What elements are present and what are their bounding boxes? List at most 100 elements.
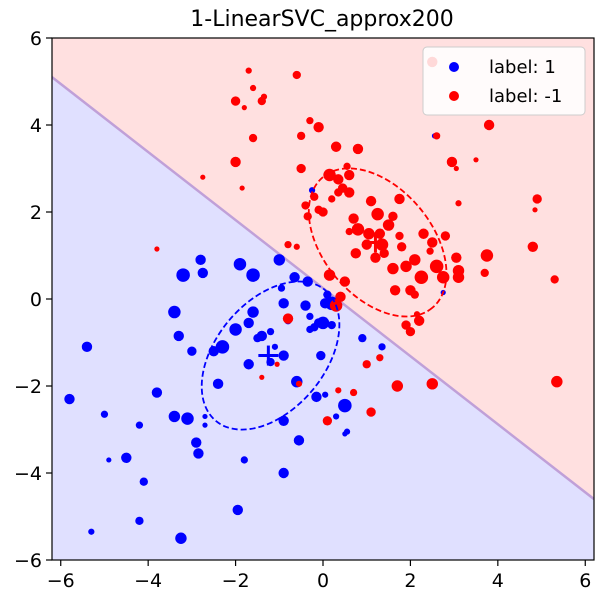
y-tick-label: 2 — [30, 202, 42, 224]
data-point — [273, 254, 286, 266]
data-point — [433, 132, 441, 140]
data-point — [212, 378, 224, 390]
data-point — [278, 415, 289, 426]
data-point — [202, 422, 208, 428]
data-point — [330, 141, 342, 152]
data-point — [121, 452, 132, 463]
data-point — [277, 284, 286, 292]
data-point — [306, 325, 314, 334]
data-point — [300, 300, 311, 311]
data-point — [240, 456, 248, 464]
data-point — [303, 212, 312, 221]
data-point — [376, 354, 384, 362]
data-point — [358, 333, 367, 343]
data-point — [436, 271, 450, 284]
data-point — [278, 298, 289, 309]
x-tick-label: 0 — [317, 570, 329, 592]
data-point — [284, 240, 292, 249]
legend-label: label: 1 — [489, 57, 556, 78]
data-point — [427, 237, 438, 248]
data-point — [266, 327, 275, 336]
data-point — [451, 252, 462, 263]
data-point — [348, 213, 359, 224]
data-point — [168, 305, 181, 319]
data-point — [233, 257, 247, 271]
data-point — [248, 133, 258, 143]
data-point — [296, 131, 306, 141]
data-point — [389, 285, 401, 296]
data-point — [241, 105, 247, 111]
plot-area — [52, 38, 594, 560]
data-point — [446, 156, 458, 168]
data-point — [197, 267, 208, 279]
data-point — [135, 421, 144, 429]
data-point — [410, 290, 419, 299]
data-point — [215, 340, 230, 354]
legend-box — [422, 46, 586, 116]
data-point — [396, 242, 407, 252]
data-point — [306, 117, 314, 125]
data-point — [414, 270, 429, 285]
data-point — [316, 316, 330, 330]
data-point — [344, 187, 355, 198]
data-point — [323, 290, 332, 299]
chart-title: 1-LinearSVC_approx200 — [190, 7, 453, 32]
data-point — [81, 341, 93, 353]
data-point — [483, 119, 495, 131]
data-point — [418, 228, 429, 239]
x-tick-label: 4 — [492, 570, 504, 592]
data-point — [339, 276, 351, 287]
x-tick-label: 6 — [579, 570, 591, 592]
data-point — [193, 448, 204, 459]
data-point — [257, 96, 266, 106]
data-point — [473, 157, 479, 163]
data-point — [168, 410, 181, 423]
data-point — [243, 317, 254, 329]
data-point — [480, 268, 489, 278]
data-point — [395, 231, 404, 241]
data-point — [322, 391, 329, 398]
data-point — [306, 312, 314, 321]
data-point — [295, 380, 303, 387]
data-point — [246, 268, 260, 282]
data-point — [322, 416, 333, 426]
data-point — [532, 207, 538, 213]
y-tick-label: −4 — [14, 463, 42, 485]
data-point — [278, 467, 289, 479]
data-point — [245, 67, 252, 74]
data-point — [527, 241, 539, 252]
data-point — [247, 306, 259, 318]
data-point — [409, 254, 421, 266]
legend-label: label: -1 — [489, 86, 562, 107]
data-point — [378, 343, 386, 351]
data-point — [282, 313, 294, 324]
data-point — [318, 207, 328, 217]
data-point — [352, 143, 364, 155]
data-point — [292, 70, 301, 80]
covariance-ellipse — [200, 280, 341, 431]
data-point — [230, 156, 241, 168]
data-point — [338, 398, 352, 413]
data-point — [366, 407, 376, 417]
data-point — [323, 168, 336, 182]
data-point — [239, 185, 245, 191]
y-tick-label: 0 — [30, 289, 42, 311]
x-tick-label: −2 — [222, 570, 250, 592]
data-point — [232, 504, 243, 516]
data-point — [344, 169, 355, 181]
data-point — [350, 248, 361, 259]
plot-clipped — [52, 38, 594, 560]
data-point — [100, 410, 109, 418]
data-point — [375, 238, 389, 251]
data-point — [328, 195, 336, 203]
data-point — [259, 374, 265, 380]
x-tick-label: −4 — [134, 570, 162, 592]
data-point — [426, 378, 438, 390]
y-tick-label: 4 — [30, 115, 42, 137]
data-point — [371, 207, 384, 221]
data-point — [382, 219, 395, 231]
covariance-ellipse — [307, 167, 448, 318]
data-point — [332, 413, 340, 420]
data-point — [342, 431, 348, 437]
